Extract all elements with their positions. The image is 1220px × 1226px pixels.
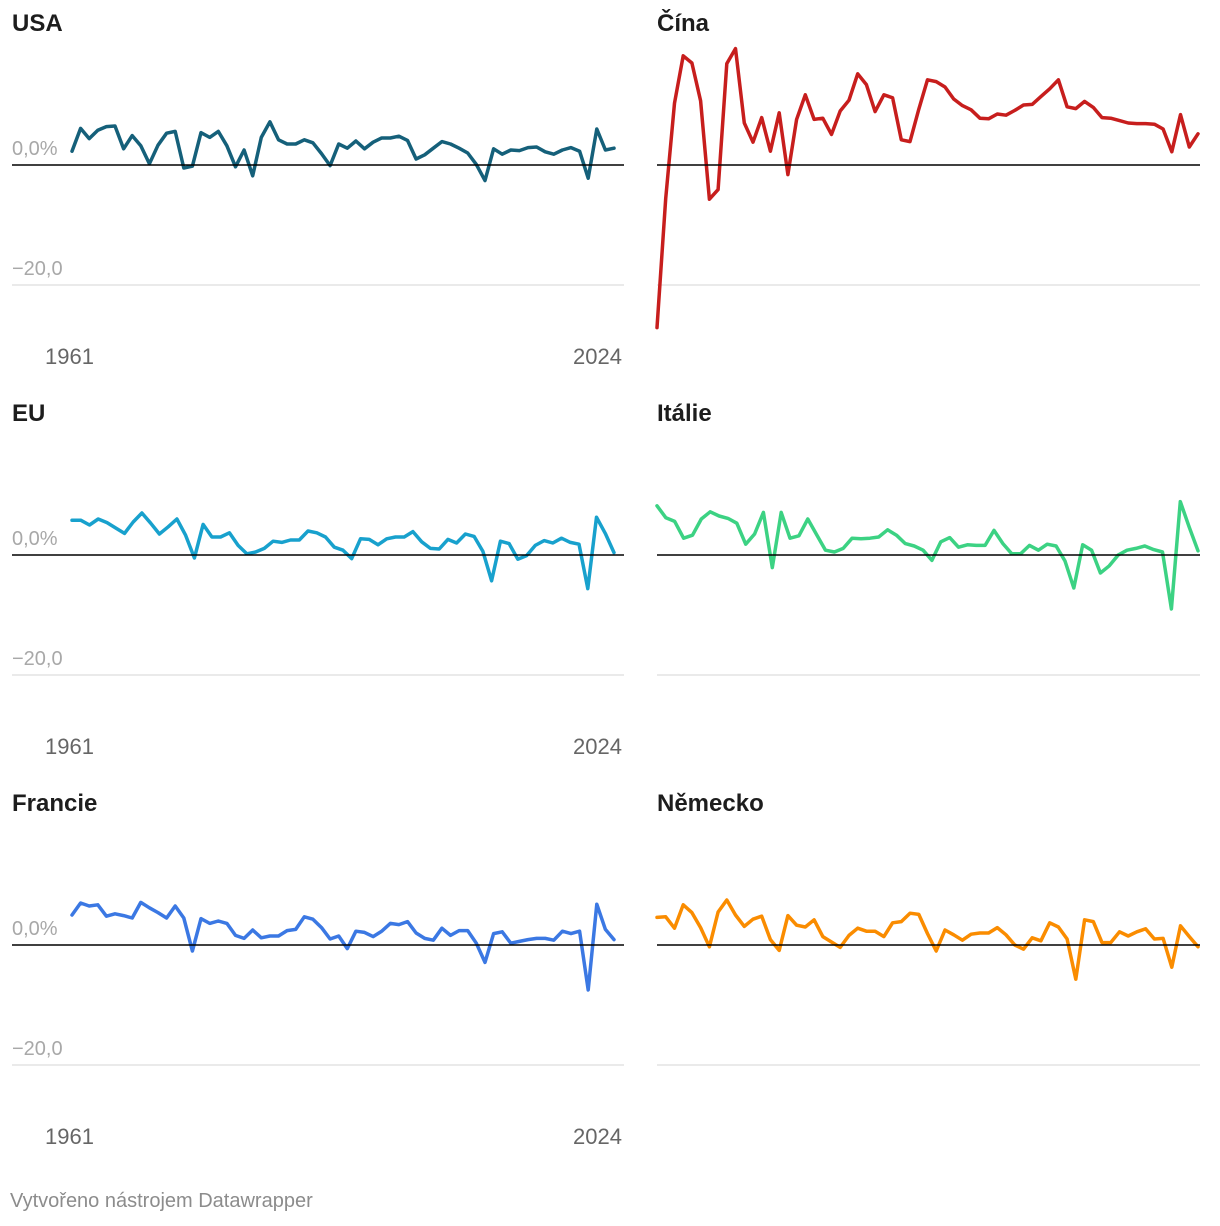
series-line — [70, 120, 616, 183]
y-tick-label: −20,0 — [12, 258, 63, 280]
chart-italy — [655, 499, 1200, 676]
panel-eu: EU 0,0% −20,0 1961 2024 — [12, 390, 624, 760]
chart-germany — [655, 898, 1200, 1066]
x-tick-label: 2024 — [573, 344, 622, 369]
series-line — [70, 511, 616, 591]
y-tick-label: 0,0% — [12, 918, 58, 940]
panel-france: Francie 0,0% −20,0 1961 2024 — [12, 780, 624, 1150]
panel-italy: Itálie — [655, 390, 1220, 760]
panel-germany: Německo — [655, 780, 1220, 1150]
panel-title: Čína — [657, 10, 710, 37]
chart-china — [655, 46, 1200, 330]
panel-title: Německo — [657, 790, 764, 817]
y-tick-label: −20,0 — [12, 648, 63, 670]
panel-title: Francie — [12, 790, 98, 817]
x-tick-label: 1961 — [45, 1124, 94, 1149]
panel-title: Itálie — [657, 400, 712, 427]
y-tick-label: −20,0 — [12, 1038, 63, 1060]
chart-france: 0,0% −20,0 1961 2024 — [12, 900, 624, 1149]
y-tick-label: 0,0% — [12, 528, 58, 550]
chart-eu: 0,0% −20,0 1961 2024 — [12, 511, 624, 759]
series-line — [70, 900, 616, 992]
x-tick-label: 1961 — [45, 344, 94, 369]
series-line — [655, 898, 1200, 981]
x-tick-label: 1961 — [45, 734, 94, 759]
x-tick-label: 2024 — [573, 734, 622, 759]
chart-usa: 0,0% −20,0 1961 2024 — [12, 120, 624, 369]
x-tick-label: 2024 — [573, 1124, 622, 1149]
series-line — [655, 46, 1200, 330]
panel-china: Čína — [655, 0, 1220, 370]
panel-title: EU — [12, 400, 46, 427]
panel-usa: USA 0,0% −20,0 1961 2024 — [12, 0, 624, 370]
footer-credit: Vytvořeno nástrojem Datawrapper — [10, 1190, 313, 1212]
y-tick-label: 0,0% — [12, 138, 58, 160]
panel-title: USA — [12, 10, 63, 37]
